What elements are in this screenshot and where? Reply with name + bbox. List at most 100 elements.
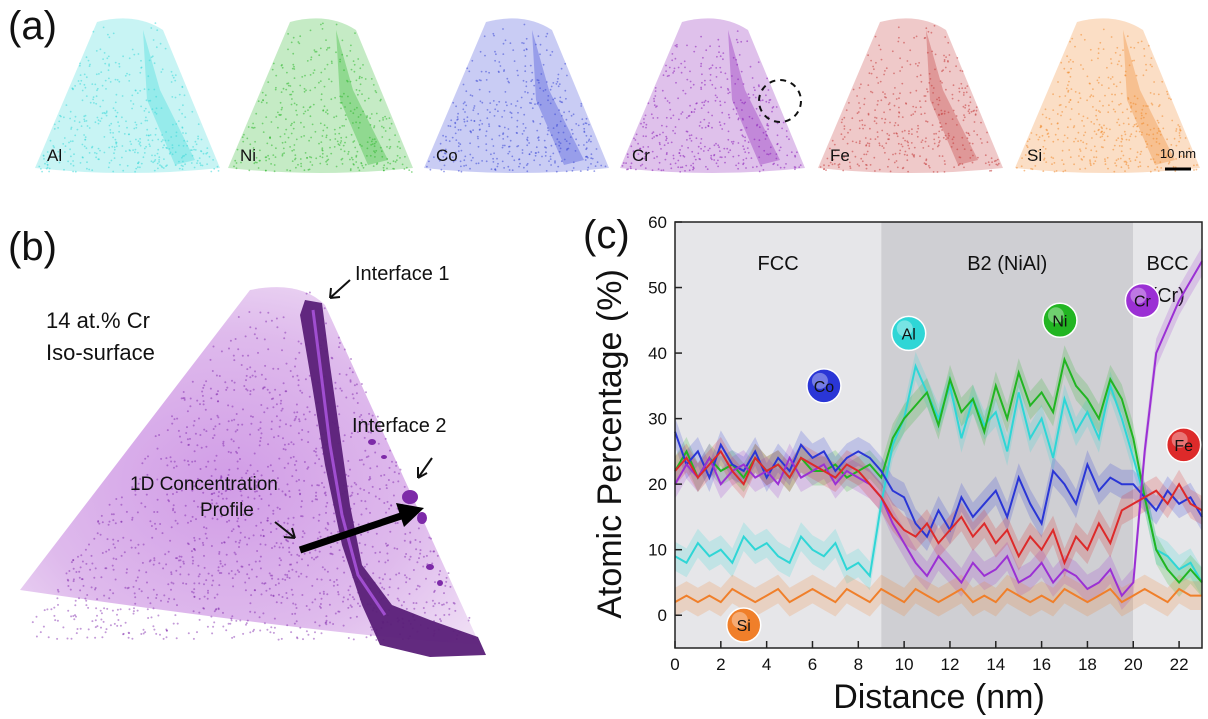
atom-dot [265,116,268,118]
atom-dot [333,520,336,523]
atom-dot [951,97,954,100]
atom-dot [832,158,835,161]
atom-dot [379,582,382,585]
atom-dot [1065,106,1067,108]
atom-dot [145,99,148,102]
atom-dot [1069,59,1072,61]
atom-dot [731,75,733,77]
atom-dot [394,522,397,525]
atom-dot [1129,101,1132,104]
atom-dot [383,164,386,167]
atom-dot [234,338,237,340]
atom-dot [103,136,106,138]
atom-dot [1097,129,1100,132]
atom-dot [916,135,919,138]
atom-dot [523,49,526,52]
atom-dot [462,102,465,105]
atom-dot [160,457,163,460]
atom-dot [680,113,683,115]
x-axis-title: Distance (nm) [833,678,1045,716]
plot-frame [674,221,1203,649]
atom-dot [689,80,692,83]
atom-dot [1092,162,1095,165]
atom-dot [536,79,539,81]
atom-dot [172,509,174,512]
atom-dot [604,165,607,168]
atom-dot [152,39,155,41]
atom-dot [82,584,85,587]
atom-dot [121,145,124,147]
atom-dot [454,159,457,162]
atom-dot [737,78,739,81]
atom-dot [114,61,117,64]
series-badge [806,368,842,404]
atom-dot [644,167,647,170]
atom-dot [199,434,202,436]
atom-dot [920,113,923,116]
atom-dot [842,138,844,141]
atom-dot [1120,134,1123,137]
atom-dot [42,154,45,157]
atom-dot [70,128,72,130]
atom-dot [1149,128,1152,131]
atom-dot [78,597,80,600]
atom-dot [776,134,779,137]
atom-dot [247,496,250,499]
atom-dot [330,356,333,359]
atom-dot [1043,158,1045,161]
atom-dot [236,467,239,470]
atom-dot [645,151,648,154]
atom-dot [912,113,915,115]
atom-dot [943,160,946,162]
atom-dot [876,136,879,138]
atom-dot [290,631,293,634]
atom-dot [245,472,248,475]
atom-dot [833,163,836,165]
atom-dot [372,165,375,168]
atom-dot [941,81,943,84]
atom-dot [313,49,316,51]
atom-dot [183,459,186,462]
atom-dot [182,582,185,585]
atom-dot [1044,108,1047,111]
atom-dot [1195,168,1198,171]
atom-dot [371,485,374,488]
atom-dot [293,149,295,151]
atom-dot [165,131,168,133]
atom-dot [293,419,296,422]
atom-dot [479,100,482,103]
atom-dot [583,131,586,134]
atom-dot [737,167,739,170]
atom-dot [494,50,496,53]
atom-dot [422,555,425,558]
atom-dot [422,565,425,568]
atom-dot [1130,105,1133,108]
atom-dot [552,82,555,84]
atom-dot [523,166,525,169]
atom-dot [184,514,187,517]
atom-dot [241,500,244,502]
atom-dot [210,545,213,547]
atom-dot [292,443,295,446]
atom-dot [1142,105,1145,107]
x-tick-label: 18 [1078,655,1097,674]
atom-dot [66,578,69,581]
atom-dot [158,161,161,163]
atom-dot [165,636,168,639]
atom-dot [1142,74,1145,77]
atom-dot [189,397,192,400]
atom-dot [633,137,635,140]
atom-dot [112,592,115,595]
atom-dot [321,566,324,569]
atom-dot [233,551,236,554]
atom-dot [931,124,934,126]
atom-dot [153,62,156,65]
atom-dot [1057,127,1060,130]
atom-dot [266,628,269,631]
atom-dot [735,107,738,109]
atom-dot [971,161,974,164]
atom-dot [262,99,264,102]
atom-dot [560,160,563,163]
atom-dot [155,527,157,530]
atom-dot [1105,127,1108,130]
